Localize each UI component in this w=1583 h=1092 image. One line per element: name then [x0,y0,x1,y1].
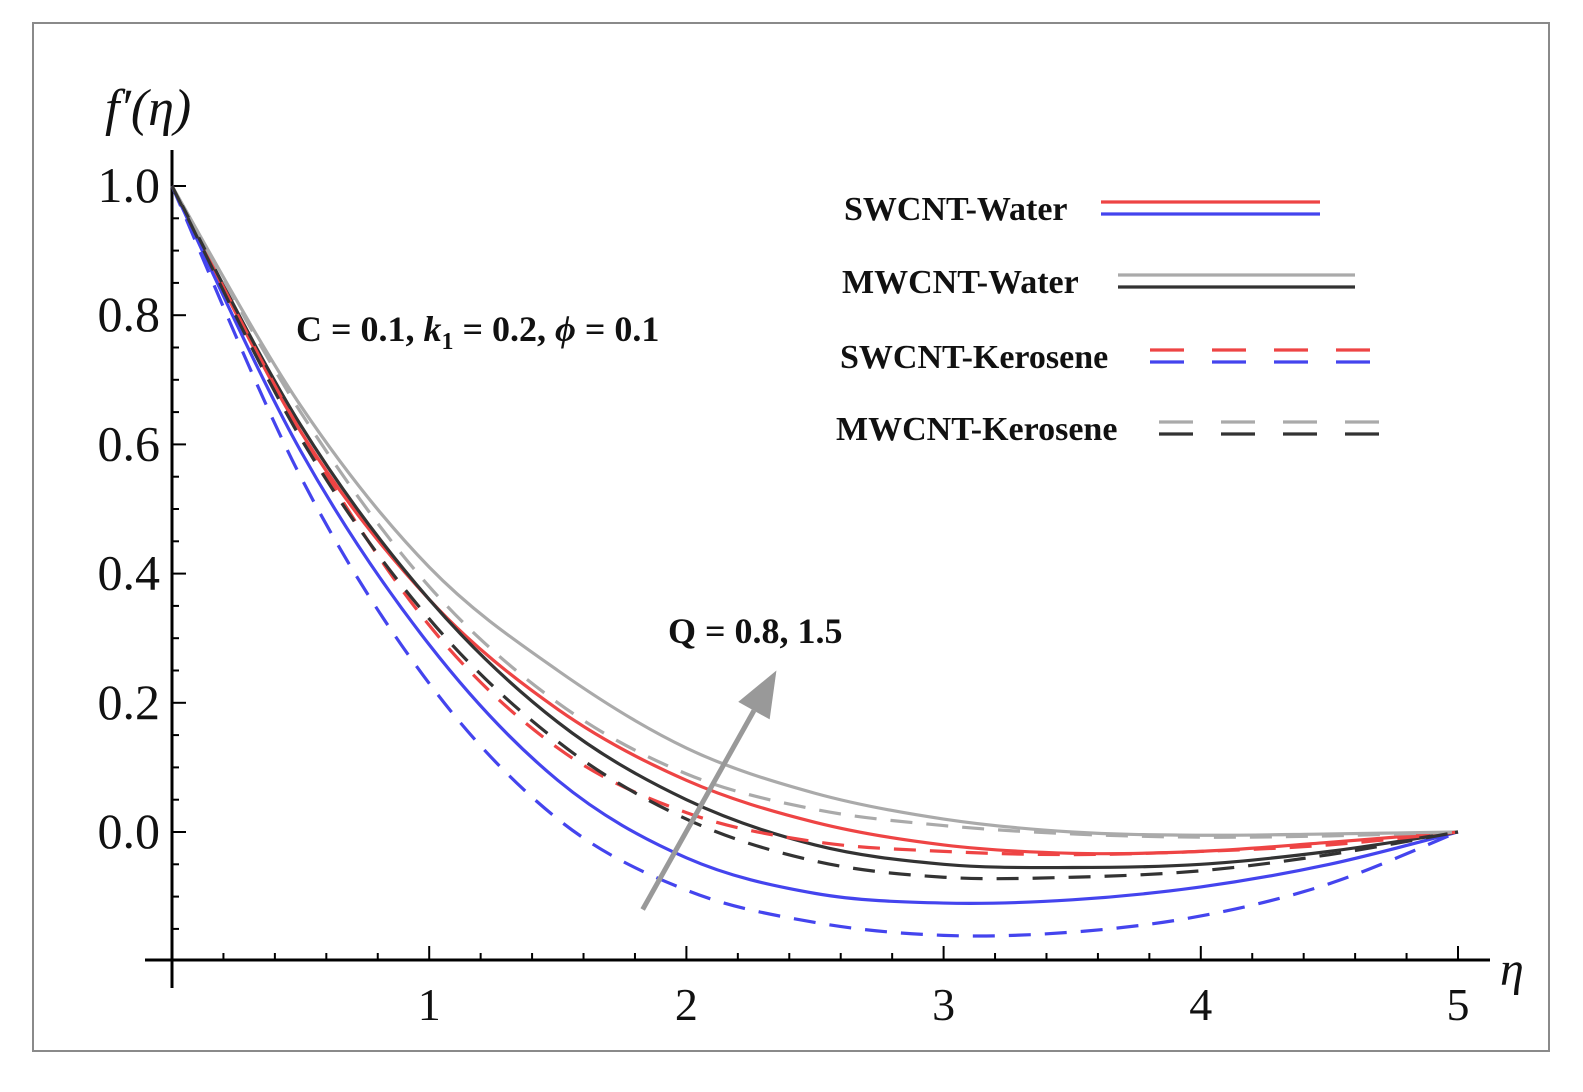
params-mid: = 0.2, [454,309,556,349]
y-tick-label: 0.4 [98,545,161,601]
legend-label: MWCNT-Kerosene [836,411,1117,448]
y-tick-label: 1.0 [98,157,161,213]
y-tick-label: 0.0 [98,803,161,859]
q-arrow [640,670,777,911]
x-axis-label: η [1500,943,1524,996]
params-prefix: C = 0.1, [296,309,424,349]
params-phi: ϕ [555,309,576,349]
x-tick-label: 2 [675,979,698,1030]
params-k-sub: 1 [442,329,454,355]
legend: SWCNT-Water MWCNT-Water SWCNT-Kerosene MWCN… [836,191,1380,448]
x-tick-label: 1 [418,979,441,1030]
x-tick-label: 4 [1189,979,1212,1030]
y-tick-label: 0.6 [98,415,161,471]
params-k: k [424,309,442,349]
series-line [170,185,1459,905]
params-suffix: = 0.1 [576,309,660,349]
series-line [170,185,1459,870]
legend-label: MWCNT-Water [842,264,1079,301]
y-tick-label: 0.8 [98,286,161,342]
axes: 1 2 3 4 5 0.0 0.2 0.4 0.6 0.8 1.0 [98,150,1490,1030]
arrow-label: Q = 0.8, 1.5 [668,611,843,651]
series-line [170,185,1459,881]
chart-frame [32,22,1550,1052]
series-line [170,185,1459,839]
series-curves [170,185,1459,938]
legend-label: SWCNT-Kerosene [840,339,1108,376]
series-line [170,185,1459,857]
parameters-annotation: C = 0.1, k1 = 0.2, ϕ = 0.1 [296,309,659,355]
y-tick-label: 0.2 [98,674,161,730]
y-axis-label: f′(η) [105,80,191,137]
arrow-head [738,670,777,720]
arrow-shaft [640,709,757,911]
x-tick-label: 3 [932,979,955,1030]
series-line [170,185,1459,837]
x-tick-label: 5 [1447,979,1470,1030]
legend-label: SWCNT-Water [844,191,1068,228]
